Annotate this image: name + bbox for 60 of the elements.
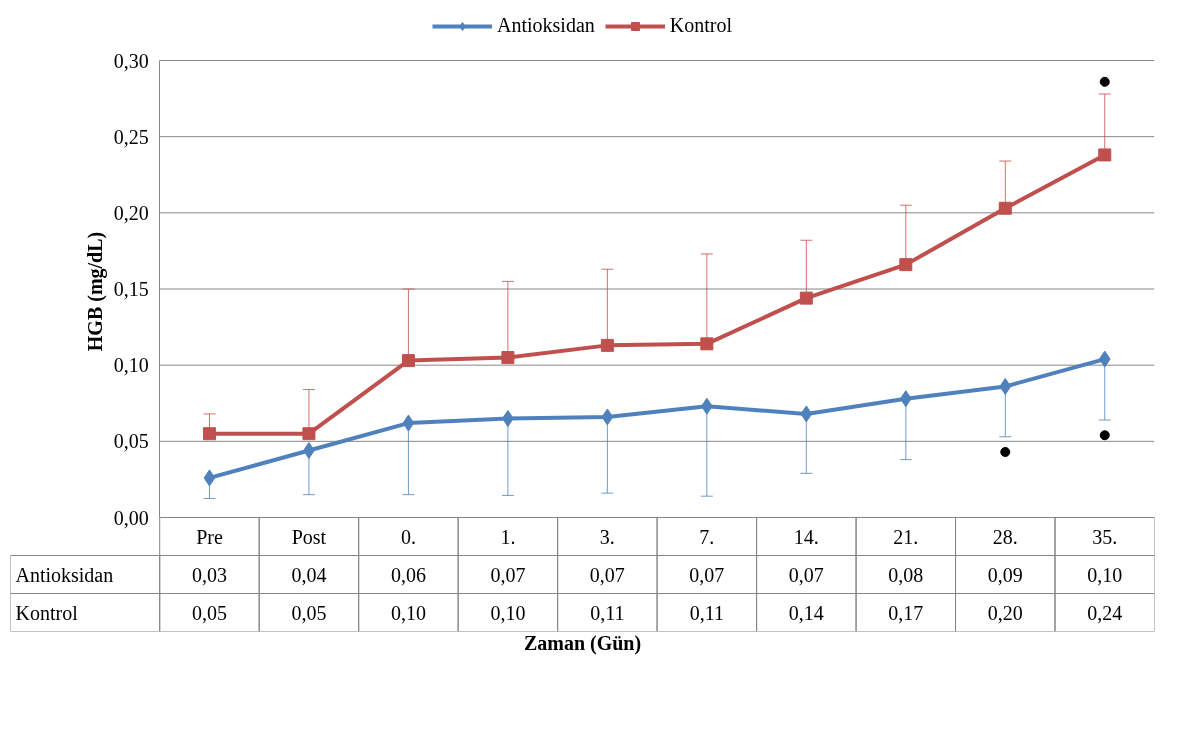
- y-tick-label: 0,15: [113, 278, 149, 300]
- point: [1098, 148, 1112, 162]
- point: [501, 351, 515, 365]
- data-label: 0,06: [390, 563, 426, 586]
- data-label: 0,05: [291, 601, 327, 624]
- y-tick-label: 0,10: [113, 354, 149, 377]
- text: Kontrol: [15, 601, 78, 624]
- x-tick-label: 14.: [793, 525, 819, 548]
- data-label: 0,11: [689, 601, 724, 624]
- y-tick-label: 0,00: [113, 506, 149, 529]
- x-tick-label: 35.: [1092, 525, 1118, 548]
- data-label: 0,10: [390, 601, 426, 624]
- data-label: 0,04: [291, 563, 327, 586]
- point: [601, 408, 614, 426]
- point: [202, 427, 216, 441]
- data-label: 0,08: [888, 563, 924, 586]
- y-tick-label: 0,20: [113, 201, 149, 224]
- x-tick-label: 7.: [699, 525, 715, 548]
- data-label: 0,24: [1087, 601, 1123, 624]
- data-label: 0,10: [1087, 563, 1123, 586]
- data-label: 0,03: [191, 563, 227, 586]
- data-label: 0,14: [788, 601, 824, 624]
- x-tick-label: 3.: [599, 525, 615, 548]
- y-tick-label: 0,30: [113, 49, 149, 72]
- text: Antioksidan: [15, 563, 114, 586]
- point: [401, 354, 415, 368]
- x-tick-label: Post: [291, 525, 327, 548]
- data-label: 0,07: [788, 563, 824, 586]
- point: [800, 405, 813, 423]
- x-axis-title: Zaman (Gün): [523, 631, 642, 655]
- data-label: 0,07: [490, 563, 526, 586]
- point: [899, 258, 913, 272]
- data-label: 0,17: [888, 601, 924, 624]
- y-axis-title: HGB (mg/dL): [83, 231, 107, 352]
- data-label: 0,10: [490, 601, 526, 624]
- data-label: 0,11: [590, 601, 625, 624]
- point: [998, 201, 1012, 215]
- point: [999, 377, 1012, 395]
- data-label: 0,09: [987, 563, 1023, 586]
- point: [302, 427, 316, 441]
- point: [600, 338, 614, 352]
- point: [700, 337, 714, 351]
- x-tick-label: 0.: [400, 525, 416, 548]
- y-tick-label: 0,05: [113, 430, 149, 453]
- x-tick-label: Pre: [196, 525, 223, 548]
- point: [203, 469, 216, 487]
- data-label: 0,07: [689, 563, 725, 586]
- x-tick-label: 21.: [893, 525, 919, 548]
- legend-label: Kontrol: [669, 14, 732, 37]
- data-label: 0,20: [987, 601, 1023, 624]
- y-tick-label: 0,25: [113, 125, 149, 148]
- point: [402, 414, 415, 432]
- point: [1098, 350, 1111, 368]
- point: [899, 390, 912, 408]
- data-label: 0,07: [589, 563, 625, 586]
- legend-label: Antioksidan: [497, 14, 595, 37]
- point: [799, 291, 813, 305]
- x-tick-label: 1.: [500, 525, 516, 548]
- x-tick-label: 28.: [992, 525, 1018, 548]
- data-label: 0,05: [191, 601, 227, 624]
